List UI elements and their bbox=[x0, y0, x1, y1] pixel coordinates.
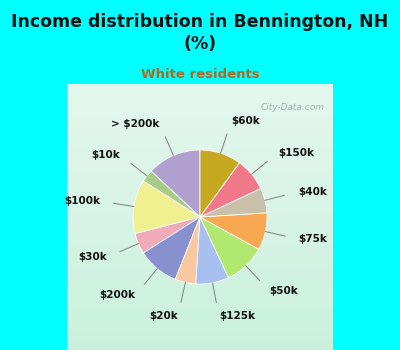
Text: $75k: $75k bbox=[299, 234, 328, 244]
Bar bbox=[28, 127, 368, 137]
Bar bbox=[28, 275, 368, 286]
Wedge shape bbox=[133, 181, 200, 234]
Bar bbox=[28, 52, 368, 63]
Text: $200k: $200k bbox=[100, 290, 136, 300]
Bar bbox=[28, 297, 368, 307]
Bar bbox=[28, 307, 368, 318]
Bar bbox=[28, 222, 368, 233]
Bar bbox=[28, 159, 368, 169]
Wedge shape bbox=[196, 217, 228, 284]
Text: $50k: $50k bbox=[269, 286, 298, 296]
Text: $125k: $125k bbox=[219, 311, 255, 321]
Bar bbox=[28, 180, 368, 190]
Wedge shape bbox=[200, 213, 267, 249]
Bar bbox=[28, 94, 368, 105]
Bar bbox=[28, 74, 368, 84]
Text: $30k: $30k bbox=[78, 252, 107, 262]
Bar bbox=[28, 63, 368, 74]
Wedge shape bbox=[175, 217, 200, 284]
Text: $10k: $10k bbox=[91, 150, 120, 160]
Bar bbox=[28, 254, 368, 265]
Wedge shape bbox=[144, 171, 200, 217]
Text: $100k: $100k bbox=[64, 196, 100, 206]
Wedge shape bbox=[144, 217, 200, 279]
Bar bbox=[28, 318, 368, 329]
Wedge shape bbox=[200, 188, 267, 217]
Wedge shape bbox=[200, 150, 240, 217]
Bar bbox=[28, 212, 368, 222]
Text: $20k: $20k bbox=[149, 311, 178, 321]
Bar bbox=[28, 286, 368, 297]
Bar bbox=[28, 190, 368, 201]
Wedge shape bbox=[200, 163, 261, 217]
Bar bbox=[28, 169, 368, 180]
Wedge shape bbox=[200, 217, 259, 278]
Bar bbox=[28, 244, 368, 254]
Text: $150k: $150k bbox=[278, 148, 314, 158]
Bar bbox=[28, 116, 368, 127]
Text: > $200k: > $200k bbox=[112, 119, 160, 129]
Bar bbox=[28, 84, 368, 95]
Bar bbox=[28, 233, 368, 244]
Wedge shape bbox=[135, 217, 200, 253]
Bar bbox=[28, 329, 368, 340]
Bar bbox=[28, 137, 368, 148]
Text: City-Data.com: City-Data.com bbox=[261, 103, 325, 112]
Bar bbox=[28, 201, 368, 212]
Text: White residents: White residents bbox=[141, 68, 259, 80]
Bar bbox=[28, 265, 368, 275]
Wedge shape bbox=[151, 150, 200, 217]
Text: $40k: $40k bbox=[298, 187, 327, 197]
Bar bbox=[28, 105, 368, 116]
Text: $60k: $60k bbox=[231, 116, 260, 126]
Bar bbox=[28, 148, 368, 159]
Bar bbox=[28, 340, 368, 350]
Text: Income distribution in Bennington, NH
(%): Income distribution in Bennington, NH (%… bbox=[11, 13, 389, 53]
